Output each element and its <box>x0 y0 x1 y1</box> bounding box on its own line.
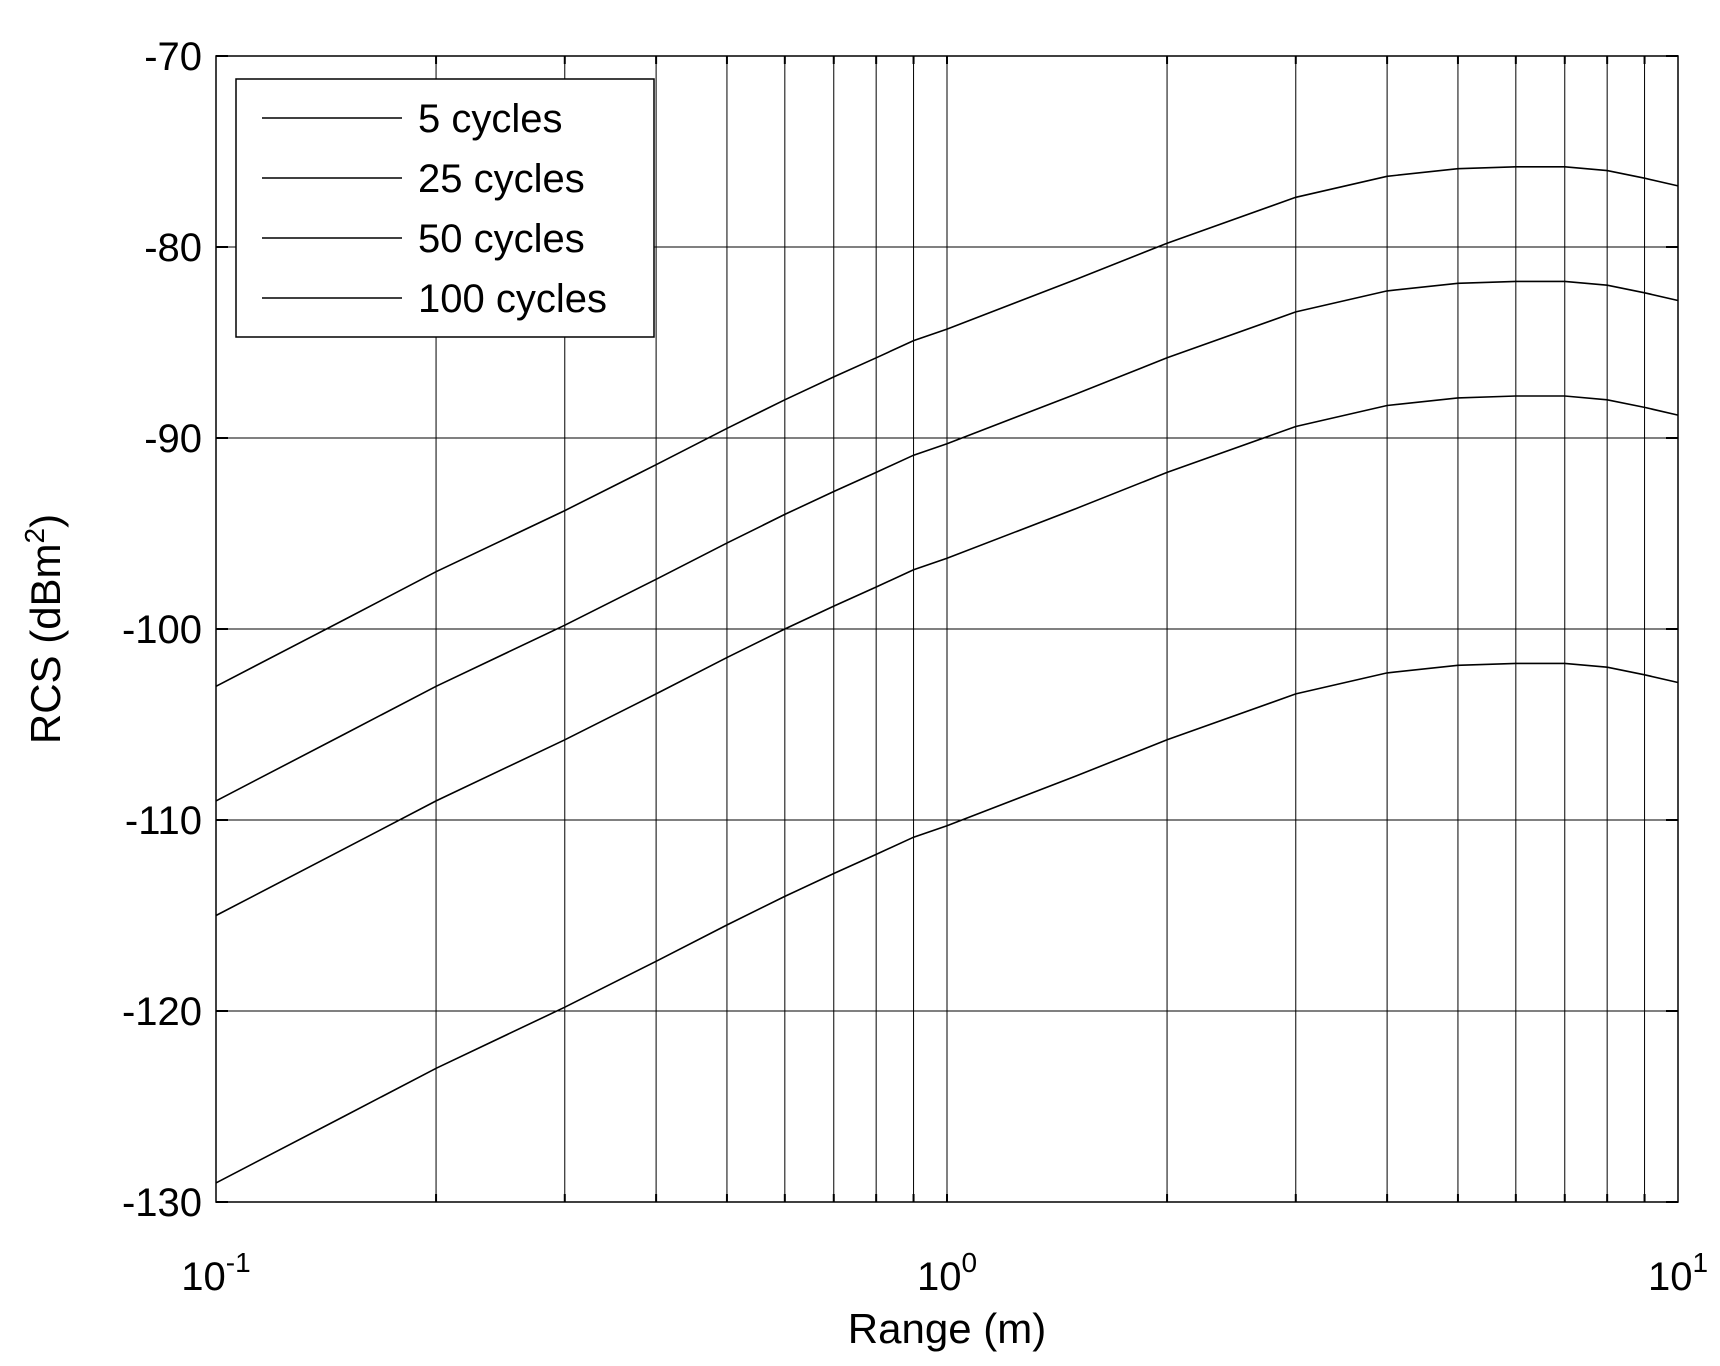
x-tick-label: 101 <box>1648 1247 1708 1299</box>
legend-label-4: 100 cycles <box>418 277 607 321</box>
legend: 5 cycles 25 cycles 50 cycles 100 cycles <box>235 78 655 338</box>
grid <box>216 55 1678 1203</box>
x-tick-labels: 10-1 100 101 <box>181 1247 1708 1299</box>
series-line-4 <box>215 662 1679 1184</box>
x-axis-label: Range (m) <box>848 1305 1046 1352</box>
series-lines <box>215 166 1679 1184</box>
y-axis-label: RCS (dBm2) <box>19 514 69 744</box>
legend-label-1: 5 cycles <box>418 97 563 141</box>
x-tick-label: 100 <box>917 1247 977 1299</box>
y-axis-label-superscript: 2 <box>19 528 50 544</box>
x-tick-exponent: -1 <box>226 1247 251 1278</box>
y-tick-label: -80 <box>144 226 202 270</box>
legend-entries: 5 cycles 25 cycles 50 cycles 100 cycles <box>262 97 607 321</box>
y-tick-label: -100 <box>122 608 202 652</box>
series-line-3 <box>215 395 1679 917</box>
x-tick-base: 10 <box>181 1255 226 1299</box>
y-tick-labels: -70 -80 -90 -100 -110 -120 -130 <box>122 35 202 1225</box>
y-axis-label-close: ) <box>22 514 69 528</box>
legend-label-3: 50 cycles <box>418 217 585 261</box>
x-tick-exponent: 1 <box>1692 1247 1708 1278</box>
y-axis-label-main: RCS (dBm <box>22 543 69 744</box>
y-tick-label: -130 <box>122 1181 202 1225</box>
legend-box <box>235 78 655 338</box>
x-tick-base: 10 <box>1648 1255 1693 1299</box>
y-tick-label: -90 <box>144 417 202 461</box>
y-tick-label: -70 <box>144 35 202 79</box>
x-tick-exponent: 0 <box>961 1247 977 1278</box>
x-tick-base: 10 <box>917 1255 962 1299</box>
legend-label-2: 25 cycles <box>418 157 585 201</box>
series-line-2 <box>215 280 1679 802</box>
y-tick-label: -120 <box>122 990 202 1034</box>
x-tick-label: 10-1 <box>181 1247 250 1299</box>
axes-frame <box>215 55 1679 1203</box>
series-line-1 <box>215 166 1679 688</box>
y-tick-label: -110 <box>125 799 202 843</box>
